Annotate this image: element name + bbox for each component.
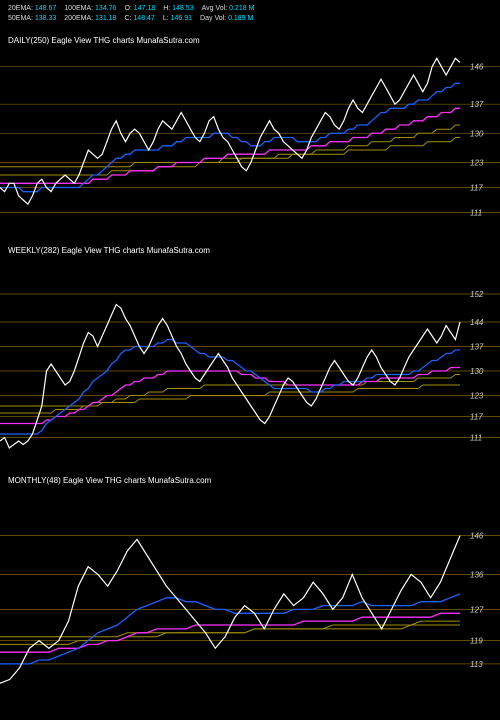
stat-value: 146.91 <box>171 15 192 22</box>
stat-value: 148.53 <box>172 5 193 12</box>
stat-label: 100EMA: <box>64 5 95 12</box>
stat-label: L: <box>163 15 171 22</box>
stat-value: 134.76 <box>95 5 116 12</box>
y-axis-label: 127 <box>470 605 484 614</box>
chart-panel: 111 117 123 130 137 146 <box>0 50 500 225</box>
stat-label: Avg Vol: <box>202 5 230 12</box>
ema20-line <box>0 340 460 435</box>
y-axis-label: 130 <box>470 367 484 376</box>
header-stats: 20EMA: 148.67 100EMA: 134.76 O: 147.18 H: 1… <box>8 4 262 24</box>
stats-row-1: 20EMA: 148.67 100EMA: 134.76 O: 147.18 H: 1… <box>8 4 262 14</box>
y-axis-label: 137 <box>470 343 484 352</box>
stat-label: H: <box>163 5 172 12</box>
panel-title: DAILY(250) Eagle View THG charts MunafaS… <box>8 36 200 45</box>
y-axis-label: 113 <box>470 660 483 669</box>
y-axis-label: 152 <box>470 290 484 299</box>
y-axis-label: 144 <box>470 318 484 327</box>
y-axis-label: 111 <box>470 209 482 218</box>
stat-value: 148.47 <box>133 15 154 22</box>
stat-value: 147.18 <box>134 5 155 12</box>
stats-row-2: 50EMA: 138.33200EMA: 131.18C: 148.47L: 1… <box>8 14 262 24</box>
stat-label: 50EMA: <box>8 15 35 22</box>
chart-panel: 111 117 123 130 137 144 152 <box>0 280 500 455</box>
stat-value: 0.189 M <box>228 15 253 22</box>
chart-panel: 113 119 127 136 146 <box>0 520 500 695</box>
stat-value: 138.33 <box>35 15 56 22</box>
ema100-line <box>0 125 460 175</box>
y-axis-label: 146 <box>470 532 484 541</box>
panel-title: MONTHLY(48) Eagle View THG charts Munafa… <box>8 476 211 485</box>
y-axis-label: 146 <box>470 63 484 72</box>
stat-value: 131.18 <box>95 15 116 22</box>
y-axis-label: 123 <box>470 392 484 401</box>
chart-container: 20EMA: 148.67 100EMA: 134.76 O: 147.18 H: 1… <box>0 0 500 720</box>
y-axis-label: 117 <box>470 413 483 422</box>
y-axis-label: 130 <box>470 129 484 138</box>
stat-label: 200EMA: <box>64 15 95 22</box>
stat-label: Day Vol: <box>200 15 228 22</box>
stat-value: 0.218 M <box>229 5 254 12</box>
y-axis-label: 117 <box>470 184 483 193</box>
y-axis-label: 111 <box>470 434 482 443</box>
y-axis-label: 123 <box>470 159 484 168</box>
stat-value: 148.67 <box>35 5 56 12</box>
stat-label: O: <box>124 5 133 12</box>
price-line <box>0 305 460 449</box>
y-axis-label: 137 <box>470 100 484 109</box>
stat-label: 20EMA: <box>8 5 35 12</box>
panel-title: WEEKLY(282) Eagle View THG charts Munafa… <box>8 246 210 255</box>
price-line <box>0 58 460 204</box>
y-axis-label: 136 <box>470 570 484 579</box>
y-axis-label: 119 <box>470 637 483 646</box>
